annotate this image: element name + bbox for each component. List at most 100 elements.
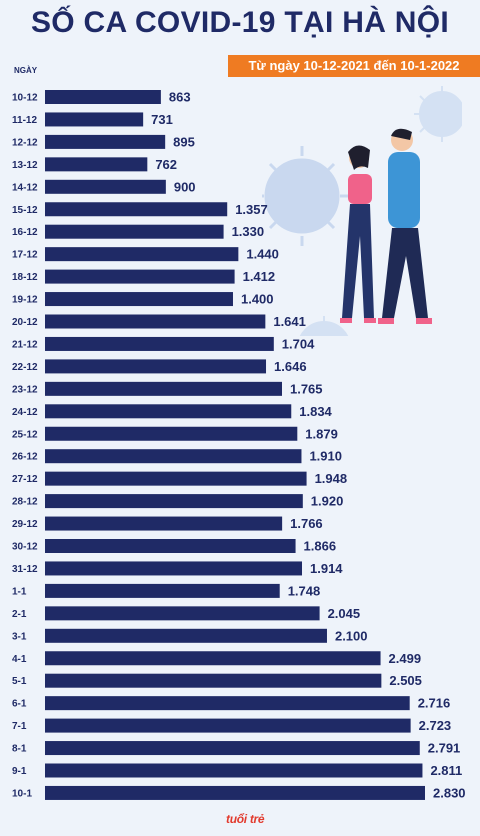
- value-label: 2.505: [389, 673, 422, 688]
- category-label: 15-12: [12, 205, 38, 216]
- value-label: 1.766: [290, 516, 323, 531]
- category-label: 28-12: [12, 497, 38, 508]
- bar: [45, 381, 282, 396]
- category-label: 4-1: [12, 654, 27, 665]
- category-label: 2-1: [12, 609, 27, 620]
- value-label: 1.948: [315, 471, 348, 486]
- bar: [45, 292, 233, 307]
- value-label: 2.045: [328, 606, 361, 621]
- category-label: 3-1: [12, 631, 27, 642]
- bar: [45, 471, 307, 486]
- y-axis-label: NGÀY: [14, 66, 38, 75]
- value-label: 895: [173, 134, 195, 149]
- value-label: 1.879: [305, 426, 338, 441]
- category-label: 5-1: [12, 676, 27, 687]
- category-label: 8-1: [12, 744, 27, 755]
- brand-logo: tuổi trẻ: [226, 812, 265, 826]
- bar: [45, 224, 224, 239]
- category-label: 13-12: [12, 160, 38, 171]
- bar: [45, 763, 423, 778]
- value-label: 2.791: [428, 741, 461, 756]
- category-label: 6-1: [12, 699, 27, 710]
- bar: [45, 651, 381, 666]
- bar: [45, 90, 161, 104]
- value-label: 731: [151, 112, 173, 127]
- chart-title: SỐ CA COVID-19 TẠI HÀ NỘI: [30, 6, 450, 39]
- woman-figure: [340, 145, 376, 323]
- value-label: 1.400: [241, 292, 274, 307]
- value-label: 2.830: [433, 785, 466, 800]
- bar: [45, 696, 410, 711]
- category-label: 27-12: [12, 474, 38, 485]
- category-label: 21-12: [12, 339, 38, 350]
- category-label: 31-12: [12, 564, 38, 575]
- category-label: 19-12: [12, 295, 38, 306]
- bar: [45, 426, 298, 441]
- people-illustration: [262, 86, 462, 336]
- bar: [45, 179, 166, 194]
- value-label: 863: [169, 90, 191, 105]
- category-label: 26-12: [12, 452, 38, 463]
- bar: [45, 741, 420, 756]
- value-label: 1.910: [309, 449, 342, 464]
- category-label: 11-12: [12, 115, 37, 126]
- date-range-badge: Từ ngày 10-12-2021 đến 10-1-2022: [228, 55, 480, 77]
- bar: [45, 785, 425, 800]
- category-label: 16-12: [12, 227, 38, 238]
- value-label: 1.866: [304, 539, 337, 554]
- category-label: 29-12: [12, 519, 38, 530]
- value-label: 2.499: [389, 651, 422, 666]
- virus-icon: [414, 86, 462, 142]
- value-label: 1.646: [274, 359, 307, 374]
- value-label: 1.412: [243, 269, 276, 284]
- bar: [45, 404, 292, 419]
- category-label: 10-1: [12, 788, 32, 799]
- value-label: 1.834: [299, 404, 332, 419]
- category-label: 12-12: [12, 137, 38, 148]
- bar: [45, 561, 303, 576]
- category-label: 1-1: [12, 586, 27, 597]
- bar: [45, 449, 302, 464]
- bar: [45, 269, 235, 284]
- category-label: 23-12: [12, 384, 38, 395]
- bar: [45, 539, 296, 553]
- category-label: 7-1: [12, 721, 27, 732]
- bar: [45, 359, 267, 374]
- bar: [45, 112, 144, 127]
- category-label: 30-12: [12, 542, 38, 553]
- category-label: 9-1: [12, 766, 27, 777]
- value-label: 2.100: [335, 628, 368, 643]
- category-label: 18-12: [12, 272, 38, 283]
- value-label: 1.641: [273, 314, 306, 329]
- value-label: 2.716: [418, 696, 451, 711]
- bar: [45, 247, 239, 262]
- value-label: 900: [174, 179, 196, 194]
- virus-icon: [299, 316, 349, 336]
- category-label: 24-12: [12, 407, 38, 418]
- bar: [45, 336, 274, 351]
- category-label: 20-12: [12, 317, 38, 328]
- category-label: 22-12: [12, 362, 38, 373]
- value-label: 1.440: [246, 247, 279, 262]
- bar: [45, 628, 327, 643]
- value-label: 1.330: [232, 224, 265, 239]
- value-label: 762: [155, 157, 177, 172]
- category-label: 14-12: [12, 182, 38, 193]
- bar: [45, 202, 228, 217]
- bar: [45, 583, 280, 598]
- value-label: 1.357: [235, 202, 268, 217]
- bar: [45, 494, 303, 509]
- bar: [45, 157, 148, 172]
- category-label: 25-12: [12, 429, 38, 440]
- bar: [45, 516, 283, 531]
- value-label: 1.920: [311, 494, 344, 509]
- man-figure: [378, 128, 432, 324]
- value-label: 2.811: [430, 763, 462, 778]
- bar: [45, 314, 266, 329]
- value-label: 1.704: [282, 336, 315, 351]
- value-label: 2.723: [419, 718, 452, 733]
- category-label: 10-12: [12, 93, 38, 104]
- category-label: 17-12: [12, 250, 38, 261]
- bar: [45, 606, 320, 621]
